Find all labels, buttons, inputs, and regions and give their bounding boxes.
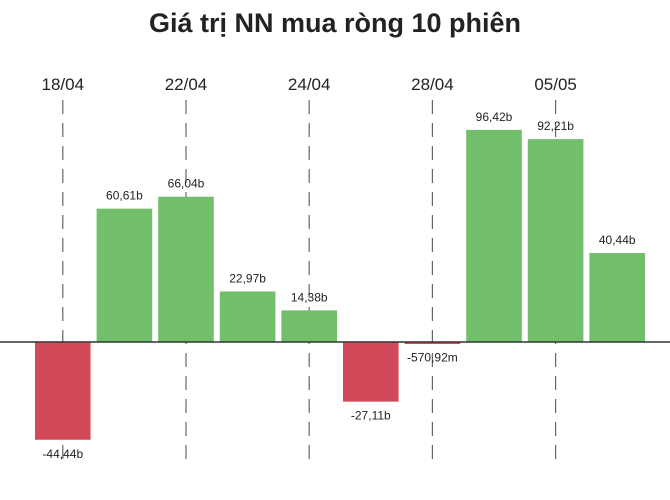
x-tick-label: 22/04: [165, 75, 208, 94]
bar: [281, 310, 337, 342]
data-label: 14,38b: [291, 290, 328, 304]
x-tick-label: 28/04: [411, 75, 454, 94]
data-label: 40,44b: [599, 233, 636, 247]
data-label: 66,04b: [168, 177, 205, 191]
x-tick-label: 24/04: [288, 75, 331, 94]
data-label: -44,44b: [42, 447, 83, 461]
chart-title: Giá trị NN mua ròng 10 phiên: [148, 8, 522, 38]
data-label: -570,92m: [407, 350, 458, 364]
data-label: 96,42b: [476, 110, 513, 124]
data-label: 92,21b: [537, 119, 574, 133]
data-label: 60,61b: [106, 189, 143, 203]
bar: [96, 208, 153, 342]
x-tick-label: 18/04: [42, 75, 85, 94]
bar: [466, 129, 522, 342]
x-tick-label: 05/05: [534, 75, 577, 94]
bars: [35, 129, 645, 440]
bar: [35, 342, 91, 440]
x-tick-labels: 18/04 22/04 24/04 28/04 05/05: [42, 75, 577, 94]
bar: [158, 196, 214, 342]
bar: [404, 342, 461, 344]
bar: [589, 253, 645, 342]
bar: [219, 291, 276, 342]
bar: [527, 139, 584, 342]
data-label: -27,11b: [351, 409, 391, 423]
data-labels: -44,44b 60,61b 66,04b 22,97b 14,38b -27,11b -5…: [42, 110, 635, 461]
data-label: 22,97b: [229, 271, 266, 285]
bar: [343, 342, 399, 402]
